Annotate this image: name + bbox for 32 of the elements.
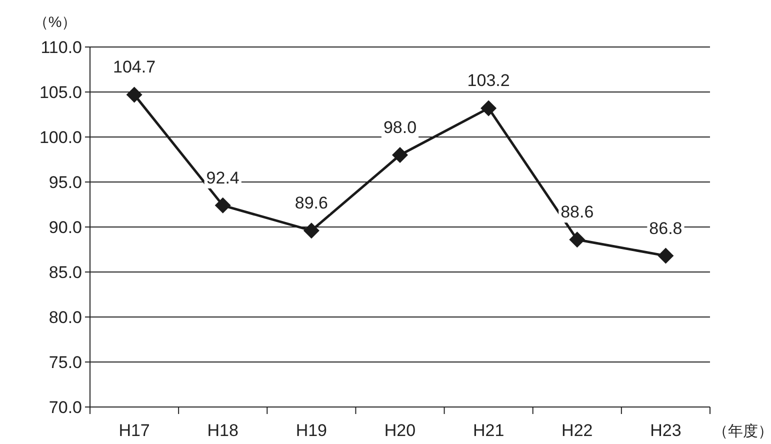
data-label: 88.6 bbox=[560, 202, 594, 222]
y-tick-label: 90.0 bbox=[48, 218, 82, 237]
point bbox=[480, 100, 497, 116]
point bbox=[214, 197, 231, 214]
y-axis-title: （%） bbox=[33, 14, 77, 31]
y-tick-label: 100.0 bbox=[39, 128, 82, 147]
y-tick-label: 85.0 bbox=[48, 263, 82, 282]
x-tick-label: H22 bbox=[562, 421, 593, 440]
y-tick-label: 70.0 bbox=[48, 398, 82, 417]
y-tick-label: 105.0 bbox=[39, 83, 82, 102]
x-axis-title: （年度） bbox=[713, 423, 771, 440]
data-label: 98.0 bbox=[383, 118, 417, 137]
y-tick-label: 95.0 bbox=[48, 173, 82, 192]
point bbox=[303, 222, 320, 239]
x-tick-label: H18 bbox=[207, 421, 238, 440]
data-label: 104.7 bbox=[113, 58, 156, 77]
y-tick-label: 110.0 bbox=[40, 38, 82, 57]
data-label: 89.6 bbox=[294, 194, 328, 213]
point bbox=[392, 147, 408, 163]
x-tick-label: H19 bbox=[296, 421, 328, 440]
data-label: 103.2 bbox=[467, 71, 510, 90]
point bbox=[569, 232, 586, 248]
point bbox=[658, 248, 674, 264]
x-tick-label: H17 bbox=[118, 421, 150, 440]
data-label: 92.4 bbox=[206, 168, 240, 188]
y-tick-label: 75.0 bbox=[48, 353, 82, 372]
x-tick-label: H21 bbox=[472, 421, 504, 440]
point bbox=[126, 86, 142, 103]
x-tick-label: H20 bbox=[384, 421, 416, 440]
x-tick-label: H23 bbox=[650, 421, 682, 440]
data-label: 86.8 bbox=[649, 218, 682, 238]
y-tick-label: 80.0 bbox=[48, 308, 82, 327]
